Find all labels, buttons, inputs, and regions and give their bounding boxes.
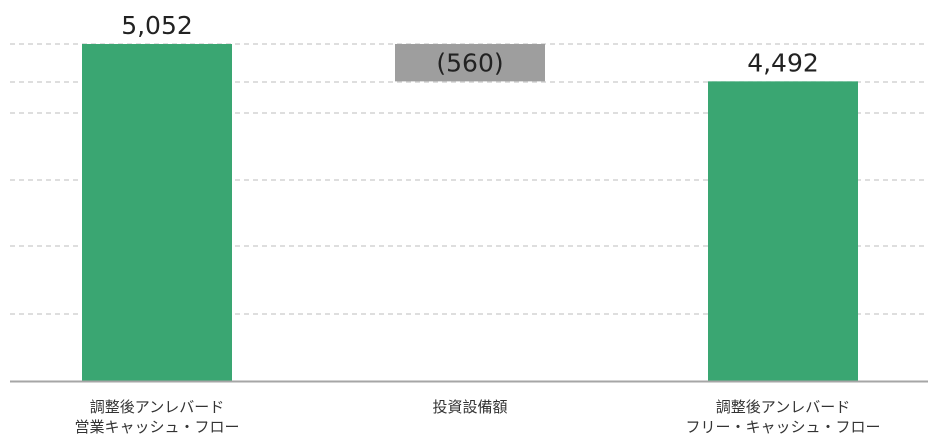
category-label-1: 投資設備額 (432, 398, 507, 416)
category-label-2: 調整後アンレバードフリー・キャッシュ・フロー (685, 398, 880, 436)
bar-layer (82, 44, 858, 381)
bar-2 (708, 81, 858, 381)
bar-1 (395, 44, 545, 82)
category-label-0: 調整後アンレバード営業キャッシュ・フロー (74, 398, 239, 436)
value-label-1: (560) (436, 49, 503, 78)
category-label-2-line-1: フリー・キャッシュ・フロー (685, 418, 880, 436)
category-label-0-line-0: 調整後アンレバード (90, 398, 224, 416)
bar-0 (82, 44, 232, 381)
category-label-1-line-0: 投資設備額 (432, 398, 507, 416)
category-label-0-line-1: 営業キャッシュ・フロー (74, 418, 239, 436)
value-label-0: 5,052 (121, 11, 193, 40)
label-layer: 5,052 (560) 4,492 (121, 11, 819, 78)
category-label-2-line-0: 調整後アンレバード (716, 398, 850, 416)
value-label-2: 4,492 (747, 48, 819, 77)
